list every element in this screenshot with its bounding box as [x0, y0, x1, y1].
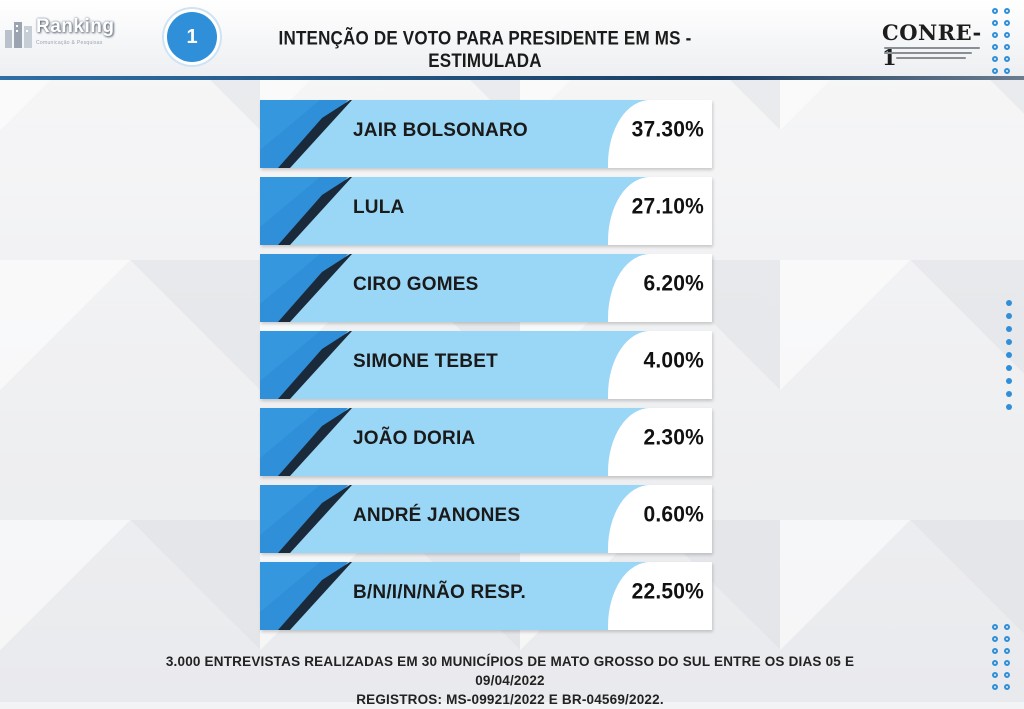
ranking-logo-subtitle: Comunicação & Pesquisas — [36, 40, 103, 46]
chart-row-ciro-gomes: CIRO GOMES 6.20% — [260, 254, 712, 322]
value-box: 37.30% — [608, 100, 712, 168]
data-label: 0.60% — [643, 502, 704, 527]
decorative-dot — [992, 648, 998, 654]
decorative-dot — [1004, 636, 1010, 642]
decorative-dot — [992, 32, 998, 38]
chart-row-b-n-i-n-nao-resp: B/N/I/N/NÃO RESP. 22.50% — [260, 562, 712, 630]
chart-row-jair-bolsonaro: JAIR BOLSONARO 37.30% — [260, 100, 712, 168]
ranking-logo: Ranking Comunicação & Pesquisas — [2, 14, 120, 50]
decorative-dot — [1004, 20, 1010, 26]
dot-grid-bottom-right — [992, 624, 1012, 702]
chart-row-andre-janones: ANDRÉ JANONES 0.60% — [260, 485, 712, 553]
candidate-label: JAIR BOLSONARO — [353, 120, 528, 141]
decorative-dot — [1004, 672, 1010, 678]
decorative-dot — [1006, 339, 1012, 345]
header-divider-line — [0, 76, 1024, 80]
decorative-dot — [1004, 56, 1010, 62]
decorative-dot — [992, 44, 998, 50]
data-label: 4.00% — [643, 348, 704, 373]
chart-row-simone-tebet: SIMONE TEBET 4.00% — [260, 331, 712, 399]
slide-number-badge: 1 — [167, 12, 217, 62]
decorative-dot — [1006, 365, 1012, 371]
decorative-dot — [1004, 648, 1010, 654]
data-label: 22.50% — [631, 579, 704, 604]
conre-fine-print-line — [896, 57, 966, 59]
decorative-dot — [992, 660, 998, 666]
decorative-dot — [992, 684, 998, 690]
value-box: 0.60% — [608, 485, 712, 553]
header-bar: Ranking Comunicação & Pesquisas 1 INTENÇ… — [0, 0, 1024, 80]
decorative-dot — [1004, 44, 1010, 50]
decorative-dot — [992, 636, 998, 642]
row-accent-stripe — [260, 485, 352, 553]
candidate-label: CIRO GOMES — [353, 274, 479, 295]
candidate-label: JOÃO DORIA — [353, 428, 476, 449]
footer-notes: 3.000 ENTREVISTAS REALIZADAS EM 30 MUNIC… — [140, 652, 880, 709]
decorative-dot — [1004, 624, 1010, 630]
decorative-dot — [1006, 313, 1012, 319]
decorative-dot — [1006, 391, 1012, 397]
data-label: 37.30% — [631, 117, 704, 142]
ranking-logo-text: Ranking — [36, 16, 115, 37]
decorative-dot — [1004, 68, 1010, 74]
row-accent-stripe — [260, 562, 352, 630]
ranking-buildings-icon — [5, 22, 32, 48]
footer-methodology: 3.000 ENTREVISTAS REALIZADAS EM 30 MUNIC… — [165, 654, 855, 688]
value-box: 2.30% — [608, 408, 712, 476]
data-label: 27.10% — [631, 194, 704, 219]
decorative-dot — [992, 624, 998, 630]
vote-intention-chart: JAIR BOLSONARO 37.30% LULA 27.10% CIRO GOMES… — [260, 100, 712, 634]
row-accent-stripe — [260, 408, 352, 476]
decorative-dot — [1006, 378, 1012, 384]
decorative-dot — [992, 56, 998, 62]
chart-row-lula: LULA 27.10% — [260, 177, 712, 245]
decorative-dot — [1006, 326, 1012, 332]
decorative-dot — [992, 8, 998, 14]
row-accent-stripe — [260, 254, 352, 322]
row-accent-stripe — [260, 331, 352, 399]
conre-logo: CONRE-1 — [880, 20, 984, 70]
data-label: 2.30% — [643, 425, 704, 450]
dot-grid-middle-right — [1006, 300, 1024, 420]
candidate-label: SIMONE TEBET — [353, 351, 498, 372]
row-accent-stripe — [260, 177, 352, 245]
data-label: 6.20% — [643, 271, 704, 296]
conre-fine-print-line — [884, 52, 972, 54]
conre-fine-print-line — [884, 47, 980, 49]
decorative-dot — [1006, 352, 1012, 358]
dot-grid-top-right — [992, 8, 1012, 80]
decorative-dot — [992, 68, 998, 74]
decorative-dot — [1004, 684, 1010, 690]
decorative-dot — [1006, 300, 1012, 306]
row-accent-stripe — [260, 100, 352, 168]
candidate-label: B/N/I/N/NÃO RESP. — [353, 582, 527, 603]
value-box: 22.50% — [608, 562, 712, 630]
page-title: INTENÇÃO DE VOTO PARA PRESIDENTE EM MS -… — [278, 27, 692, 72]
footer-registration: REGISTROS: MS-09921/2022 E BR-04569/2022… — [356, 692, 664, 707]
decorative-dot — [992, 672, 998, 678]
conre-logo-text: CONRE-1 — [882, 20, 982, 70]
value-box: 27.10% — [608, 177, 712, 245]
candidate-label: ANDRÉ JANONES — [353, 505, 521, 526]
value-box: 4.00% — [608, 331, 712, 399]
candidate-label: LULA — [353, 197, 405, 218]
decorative-dot — [1004, 660, 1010, 666]
value-box: 6.20% — [608, 254, 712, 322]
decorative-dot — [1006, 404, 1012, 410]
chart-row-joao-doria: JOÃO DORIA 2.30% — [260, 408, 712, 476]
decorative-dot — [1004, 32, 1010, 38]
decorative-dot — [992, 20, 998, 26]
decorative-dot — [1004, 8, 1010, 14]
